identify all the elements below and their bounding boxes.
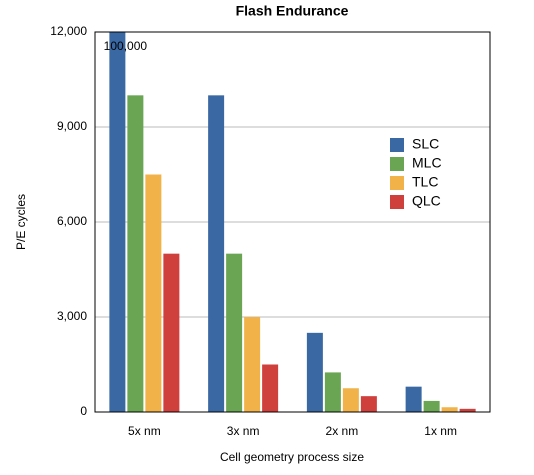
bar — [441, 407, 458, 412]
legend-label: QLC — [412, 193, 441, 209]
bar — [244, 317, 261, 412]
y-tick-label: 9,000 — [57, 119, 87, 133]
legend-swatch — [390, 138, 404, 152]
x-tick-label: 5x nm — [128, 424, 161, 438]
y-axis-label: P/E cycles — [14, 194, 28, 250]
bar — [324, 372, 341, 412]
bar — [360, 396, 377, 412]
x-tick-label: 2x nm — [326, 424, 359, 438]
x-tick-label: 1x nm — [424, 424, 457, 438]
legend-label: MLC — [412, 155, 442, 171]
legend-label: SLC — [412, 136, 439, 152]
x-tick-label: 3x nm — [227, 424, 260, 438]
y-tick-label: 0 — [80, 404, 87, 418]
bar — [145, 174, 162, 412]
bar — [226, 253, 243, 412]
bar — [459, 408, 476, 412]
legend-label: TLC — [412, 174, 438, 190]
bar — [109, 32, 126, 412]
plot-area — [109, 32, 476, 412]
bar — [342, 388, 359, 412]
bar — [262, 364, 279, 412]
legend-swatch — [390, 195, 404, 209]
chart-title: Flash Endurance — [236, 3, 349, 19]
plot-frame — [94, 31, 491, 413]
value-label: 100,000 — [104, 39, 148, 53]
legend-swatch — [390, 157, 404, 171]
y-tick-label: 6,000 — [57, 214, 87, 228]
bar — [208, 95, 225, 412]
legend-swatch — [390, 176, 404, 190]
bar — [423, 400, 440, 412]
bar — [127, 95, 144, 412]
y-tick-label: 3,000 — [57, 309, 87, 323]
x-axis-label: Cell geometry process size — [220, 450, 364, 464]
bar — [306, 332, 323, 412]
bar — [163, 253, 180, 412]
bar — [405, 386, 422, 412]
y-tick-label: 12,000 — [50, 24, 87, 38]
